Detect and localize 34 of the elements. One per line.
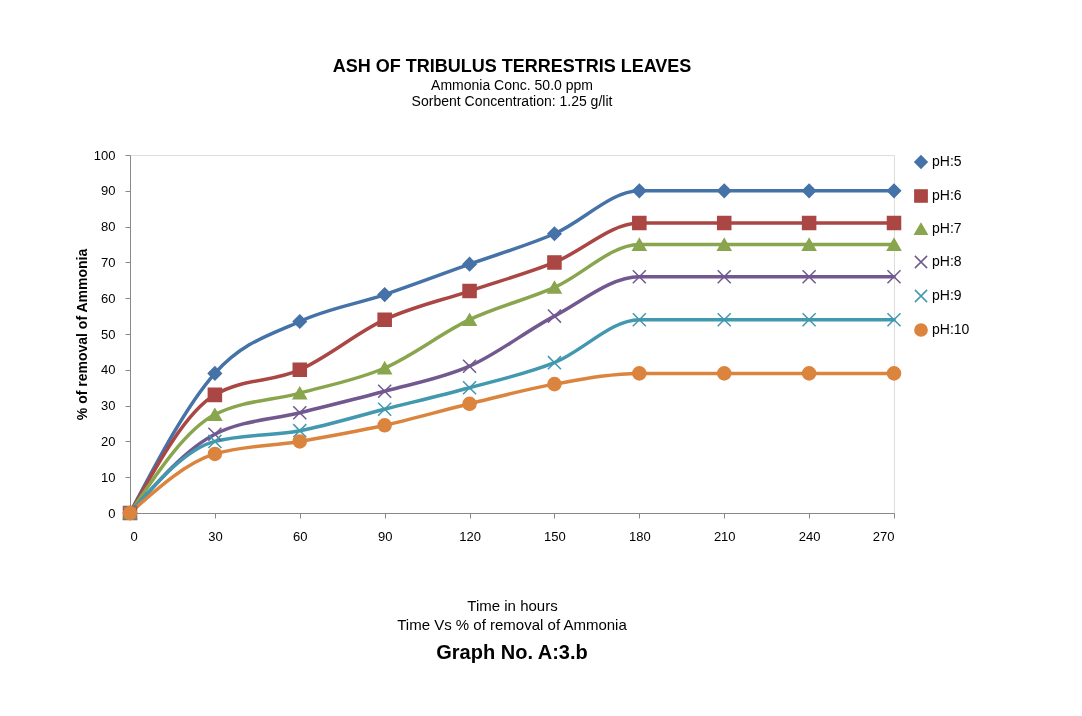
legend-label: pH:7 bbox=[932, 220, 962, 236]
y-tick-label: 60 bbox=[101, 290, 116, 306]
text: Graph No. A:3.b bbox=[436, 641, 588, 663]
legend-label: pH:9 bbox=[932, 287, 962, 303]
x-tick-label: 30 bbox=[208, 528, 223, 544]
x-tick-label: 210 bbox=[713, 528, 736, 544]
chart-title: ASH OF TRIBULUS TERRESTRIS LEAVES bbox=[332, 56, 692, 76]
y-tick-label: 50 bbox=[101, 326, 116, 342]
x-tick-label: 0 bbox=[130, 528, 138, 544]
y-tick-label: 20 bbox=[101, 433, 116, 449]
x-tick-label: 180 bbox=[628, 528, 651, 544]
x-tick-label: 90 bbox=[377, 528, 393, 544]
y-tick-label: 100 bbox=[93, 147, 116, 163]
y-tick-label: 80 bbox=[101, 219, 116, 235]
x-axis-title: Time in hours bbox=[467, 596, 558, 614]
y-tick-label: 40 bbox=[101, 362, 116, 378]
legend-label: pH:10 bbox=[932, 321, 970, 337]
x-tick-label: 150 bbox=[544, 528, 566, 544]
x-tick-label: 60 bbox=[293, 528, 308, 544]
y-axis-title: % of removal of Ammonia bbox=[73, 248, 90, 421]
y-tick-label: 30 bbox=[101, 398, 116, 414]
text: Sorbent Concentration: 1.25 g/lit bbox=[411, 93, 613, 109]
y-tick-label: 10 bbox=[101, 469, 116, 485]
text: Time Vs % of removal of Ammonia bbox=[397, 616, 628, 633]
legend-label: pH:8 bbox=[932, 253, 962, 269]
y-tick-label: 0 bbox=[108, 505, 116, 521]
legend-label: pH:6 bbox=[932, 187, 962, 203]
y-tick-label: 70 bbox=[101, 254, 116, 270]
x-tick-label: 120 bbox=[459, 528, 481, 544]
x-tick-label: 270 bbox=[872, 528, 895, 544]
legend-label: pH:5 bbox=[932, 153, 962, 169]
chart-subtitle: Ammonia Conc. 50.0 ppm bbox=[431, 77, 593, 93]
y-tick-label: 90 bbox=[101, 183, 116, 199]
x-tick-label: 240 bbox=[798, 528, 821, 544]
